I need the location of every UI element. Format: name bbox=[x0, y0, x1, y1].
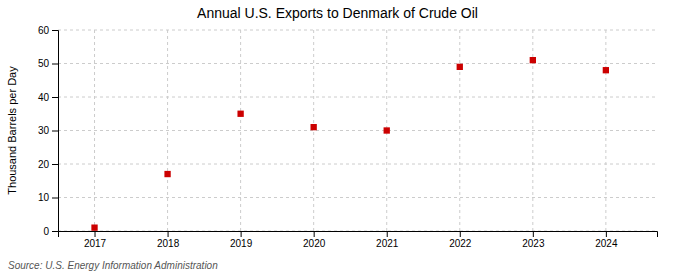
y-tick: 0 bbox=[43, 226, 58, 237]
point bbox=[91, 224, 97, 230]
y-grid-line bbox=[58, 164, 657, 165]
y-axis-line bbox=[52, 31, 59, 232]
y-tick: 20 bbox=[38, 159, 58, 170]
x-tick: 2017 bbox=[84, 231, 107, 249]
y-grid-line bbox=[58, 130, 657, 131]
x-tick: 2020 bbox=[303, 231, 326, 249]
marks bbox=[91, 57, 609, 231]
x-tick-mark bbox=[314, 231, 315, 237]
chart: 2017 2018 2019 2020 2021 2022 2023 2024 0 10 20 30 4… bbox=[0, 0, 675, 275]
y-tick-label: 40 bbox=[38, 92, 50, 103]
annotation: Source: U.S. Energy Information Administ… bbox=[8, 260, 218, 271]
point bbox=[164, 171, 170, 177]
x-tick-label: 2022 bbox=[449, 238, 472, 249]
x-tick-mark bbox=[168, 231, 169, 237]
y-tick-mark bbox=[52, 131, 58, 132]
point bbox=[603, 67, 609, 73]
x-tick-label: 2023 bbox=[522, 238, 545, 249]
y-tick: 40 bbox=[38, 92, 58, 103]
x-grid-line bbox=[313, 30, 314, 231]
title: Annual U.S. Exports to Denmark of Crude … bbox=[197, 5, 478, 21]
x-tick-mark bbox=[387, 231, 388, 237]
grid bbox=[58, 30, 657, 231]
y-tick-label: 30 bbox=[38, 125, 50, 136]
y-tick-mark bbox=[52, 97, 58, 98]
x-tick: 2024 bbox=[595, 231, 618, 249]
y-axis-title: Thousand Barrels per Day bbox=[6, 66, 18, 195]
x-tick-label: 2017 bbox=[84, 238, 107, 249]
y-tick: 60 bbox=[38, 25, 58, 36]
y-tick: 30 bbox=[38, 125, 58, 136]
point bbox=[237, 111, 243, 117]
x-tick: 2023 bbox=[522, 231, 545, 249]
y-tick-label: 20 bbox=[38, 159, 50, 170]
y-tick-mark bbox=[52, 231, 58, 232]
point bbox=[457, 64, 463, 70]
point bbox=[530, 57, 536, 63]
y-tick-label: 10 bbox=[38, 192, 50, 203]
y-tick-mark bbox=[52, 30, 58, 31]
x-tick: 2019 bbox=[230, 231, 253, 249]
x-tick-mark bbox=[606, 231, 607, 237]
x-tick-label: 2024 bbox=[595, 238, 618, 249]
y-grid-line bbox=[58, 30, 657, 31]
y-tick: 50 bbox=[38, 58, 58, 69]
point bbox=[311, 124, 317, 130]
y-tick-label: 50 bbox=[38, 58, 50, 69]
x-tick-label: 2021 bbox=[376, 238, 399, 249]
point bbox=[384, 127, 390, 133]
y-grid-line bbox=[58, 197, 657, 198]
x-tick-label: 2018 bbox=[157, 238, 180, 249]
y-tick-mark bbox=[52, 164, 58, 165]
x-tick-label: 2020 bbox=[303, 238, 326, 249]
plot: 2017 2018 2019 2020 2021 2022 2023 2024 0 10 20 30 4… bbox=[38, 25, 658, 249]
y-tick-label: 0 bbox=[43, 226, 49, 237]
x-tick-mark bbox=[95, 231, 96, 237]
y-grid-line bbox=[58, 63, 657, 64]
x-axis: 2017 2018 2019 2020 2021 2022 2023 2024 bbox=[59, 231, 658, 249]
y-axis: 0 10 20 30 40 50 60 bbox=[38, 25, 59, 237]
x-tick-mark bbox=[460, 231, 461, 237]
x-tick-label: 2019 bbox=[230, 238, 253, 249]
y-tick-mark bbox=[52, 64, 58, 65]
x-tick: 2021 bbox=[376, 231, 399, 249]
y-tick: 10 bbox=[38, 192, 58, 203]
x-axis-line bbox=[59, 232, 658, 238]
y-tick-mark bbox=[52, 198, 58, 199]
x-tick-mark bbox=[241, 231, 242, 237]
y-grid-line bbox=[58, 97, 657, 98]
x-tick: 2022 bbox=[449, 231, 472, 249]
x-tick-mark bbox=[533, 231, 534, 237]
x-tick: 2018 bbox=[157, 231, 180, 249]
y-tick-label: 60 bbox=[38, 25, 50, 36]
